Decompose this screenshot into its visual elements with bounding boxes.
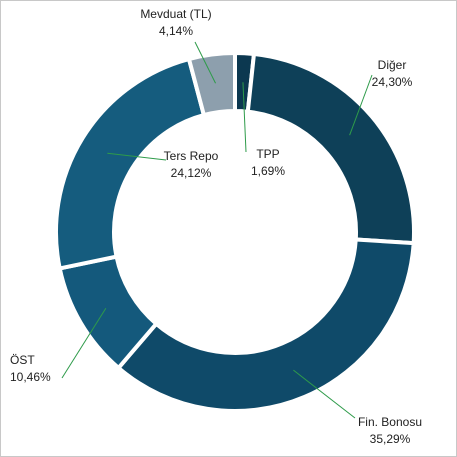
- value-label: 35,29%: [370, 432, 411, 446]
- leader-line: [107, 152, 167, 161]
- value-label: 24,30%: [372, 75, 413, 89]
- category-label: Mevduat (TL): [140, 7, 211, 21]
- category-label: Diğer: [378, 58, 407, 72]
- donut-segment: [115, 237, 416, 413]
- leader-line: [61, 308, 107, 379]
- leader-line: [293, 369, 356, 419]
- leader-line: [242, 82, 247, 153]
- donut-segment: [186, 50, 237, 118]
- category-label: Fin. Bonosu: [358, 415, 422, 429]
- category-label: Ters Repo: [164, 149, 219, 163]
- leader-line: [349, 74, 373, 136]
- donut-segment: [54, 56, 207, 271]
- value-label: 1,69%: [251, 164, 285, 178]
- category-label: TPP: [256, 147, 279, 161]
- value-label: 10,46%: [10, 370, 51, 384]
- value-label: 4,14%: [159, 24, 193, 38]
- category-label: ÖST: [10, 353, 35, 367]
- value-label: 24,12%: [171, 166, 212, 180]
- leader-line: [194, 41, 216, 84]
